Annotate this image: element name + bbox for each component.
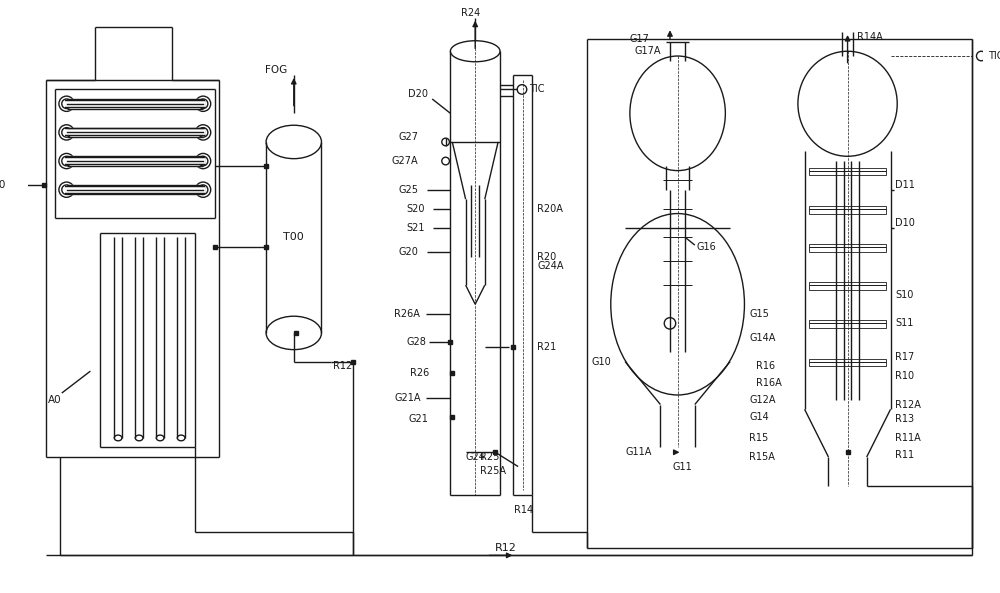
Circle shape (442, 138, 449, 146)
Text: R14: R14 (514, 505, 533, 515)
Circle shape (59, 154, 74, 168)
Bar (809, 359, 886, 366)
Text: G16: G16 (697, 242, 716, 252)
Ellipse shape (135, 435, 143, 441)
Ellipse shape (62, 157, 71, 166)
Text: D20: D20 (408, 89, 428, 99)
Circle shape (195, 182, 211, 197)
Text: R12A: R12A (895, 400, 921, 410)
Ellipse shape (114, 435, 122, 441)
Text: G24: G24 (466, 452, 486, 462)
Text: R15: R15 (749, 433, 768, 443)
Circle shape (59, 125, 74, 140)
Ellipse shape (198, 185, 208, 195)
Text: G17: G17 (630, 34, 650, 44)
Ellipse shape (62, 185, 71, 195)
Ellipse shape (156, 435, 164, 441)
Circle shape (195, 96, 211, 111)
Circle shape (195, 125, 211, 140)
Bar (809, 244, 886, 252)
Text: R20A: R20A (537, 204, 563, 214)
Text: R25A: R25A (480, 466, 506, 476)
Text: TIC: TIC (988, 51, 1000, 61)
Text: R14A: R14A (857, 32, 883, 42)
Text: G14: G14 (749, 412, 769, 422)
Circle shape (59, 182, 74, 197)
Text: G17A: G17A (635, 46, 661, 56)
Circle shape (517, 85, 527, 94)
Text: G27: G27 (399, 132, 419, 142)
Text: R25: R25 (480, 452, 499, 462)
Ellipse shape (450, 41, 500, 62)
Text: R16A: R16A (756, 378, 782, 388)
Text: R21: R21 (537, 342, 557, 352)
Text: F0: F0 (0, 180, 5, 190)
Text: A0: A0 (47, 395, 61, 405)
Text: G28: G28 (406, 337, 426, 347)
Text: G12A: G12A (749, 395, 776, 405)
Text: TIC: TIC (529, 84, 544, 94)
Text: R15A: R15A (749, 452, 775, 462)
Ellipse shape (177, 435, 185, 441)
Ellipse shape (630, 56, 725, 171)
Text: R24: R24 (461, 8, 480, 18)
Text: R11A: R11A (895, 433, 921, 443)
Text: R10: R10 (895, 371, 914, 381)
Text: R12: R12 (495, 543, 517, 553)
Text: S20: S20 (406, 204, 425, 214)
Circle shape (442, 157, 449, 165)
Text: D11: D11 (895, 180, 915, 190)
Ellipse shape (62, 99, 71, 109)
Text: G25: G25 (399, 184, 419, 195)
Bar (809, 320, 886, 328)
Text: R20: R20 (537, 251, 557, 262)
Text: G11: G11 (673, 461, 693, 471)
Circle shape (976, 51, 986, 61)
Text: R26A: R26A (394, 309, 420, 319)
Ellipse shape (198, 157, 208, 166)
Text: G27A: G27A (391, 156, 418, 166)
Ellipse shape (266, 125, 321, 159)
Bar (809, 282, 886, 290)
Ellipse shape (198, 127, 208, 137)
Text: S21: S21 (406, 223, 425, 233)
Text: G20: G20 (399, 247, 419, 257)
Text: G24A: G24A (537, 261, 564, 271)
Text: G14A: G14A (749, 333, 776, 343)
Ellipse shape (266, 316, 321, 350)
Text: G10: G10 (592, 356, 611, 366)
Text: S10: S10 (895, 290, 914, 299)
Text: FOG: FOG (265, 65, 287, 75)
Bar (809, 206, 886, 213)
Ellipse shape (62, 127, 71, 137)
Circle shape (664, 318, 676, 329)
Text: R17: R17 (895, 352, 915, 362)
Text: R13: R13 (895, 414, 914, 424)
Text: R11: R11 (895, 450, 914, 460)
Bar (809, 168, 886, 176)
Circle shape (195, 154, 211, 168)
Text: D10: D10 (895, 218, 915, 228)
Text: R16: R16 (756, 361, 775, 371)
Text: R12: R12 (333, 361, 352, 371)
Ellipse shape (198, 99, 208, 109)
Text: G15: G15 (749, 309, 769, 319)
Text: G21A: G21A (394, 393, 421, 403)
Text: G21: G21 (408, 414, 428, 424)
Text: S11: S11 (895, 318, 914, 329)
Circle shape (59, 96, 74, 111)
Text: R26: R26 (410, 368, 430, 378)
Text: G11A: G11A (625, 447, 651, 457)
Text: T00: T00 (283, 232, 304, 243)
Ellipse shape (611, 213, 744, 395)
Ellipse shape (798, 51, 897, 157)
